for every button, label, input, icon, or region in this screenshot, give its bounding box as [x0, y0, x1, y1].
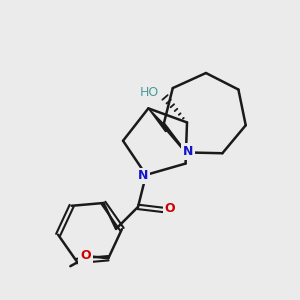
- Text: HO: HO: [140, 86, 159, 99]
- Text: N: N: [138, 169, 148, 182]
- Text: O: O: [80, 249, 91, 262]
- Text: N: N: [183, 145, 193, 158]
- Polygon shape: [148, 108, 169, 132]
- Text: O: O: [165, 202, 175, 215]
